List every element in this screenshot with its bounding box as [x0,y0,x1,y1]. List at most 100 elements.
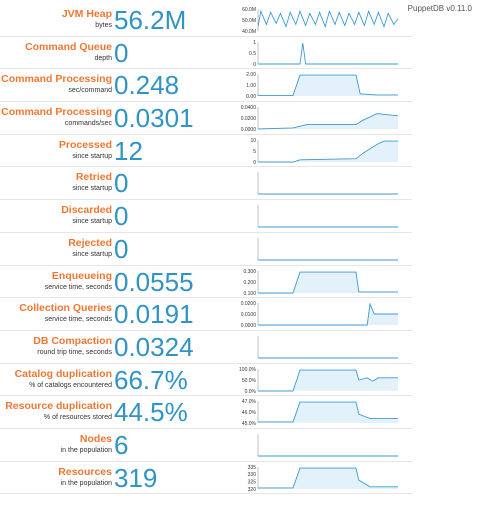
sparkline-tick-label: 0.300 [243,268,256,274]
metric-subtitle: round trip time, seconds [37,348,112,356]
sparkline-tick-label: 45.0% [242,421,257,426]
metric-value: 44.5% [114,397,188,428]
sparkline-tick-label: 0.200 [243,279,256,285]
sparkline: 100.0% 50.0% 0.0% [224,366,400,394]
metric-label: Discarded since startup [0,204,112,226]
metric-row-enqueueing: Enqueueing service time, seconds 0.0555 0.3… [0,266,412,299]
metric-row-nodes: Nodes in the population 6 [0,429,412,462]
metric-label: Nodes in the population [0,433,112,455]
sparkline: 1 0.5 0 [224,39,400,67]
metric-label: Collection Queries service time, seconds [0,302,112,324]
sparkline-chart: 60.0M 50.0M 40.0M [242,7,399,34]
sparkline [224,235,400,263]
sparkline-area [258,402,398,424]
metric-subtitle: since startup [72,218,112,226]
sparkline-chart [257,237,398,261]
metric-label: Catalog duplication% of catalogs encount… [0,368,112,390]
sparkline-tick-label: 0.0000 [241,127,257,132]
sparkline-chart: 0.0200 0.0100 0.0000 [241,301,398,328]
sparkline-tick-label: 2.00 [246,72,256,78]
sparkline-area [258,467,398,489]
metric-label: JVM Heap bytes [0,8,112,30]
sparkline-line [257,113,399,130]
metric-row-resources: Resources in the population 319 335 330 325 32… [0,462,412,495]
metric-row-retried: Retried since startup 0 [0,167,412,201]
metric-label: Enqueueing service time, seconds [0,270,112,292]
sparkline-line [257,9,399,29]
sparkline-area [258,271,398,293]
sparkline-tick-label: 60.0M [242,7,256,13]
sparkline-tick-label: 0.0% [245,388,257,393]
metric-value: 0 [114,37,129,68]
sparkline-tick-label: 335 [248,464,257,470]
sparkline-tick-label: 0.0200 [241,301,257,307]
sparkline-tick-label: 50.0M [242,18,256,24]
metric-subtitle: depth [94,54,112,62]
metric-title: JVM Heap [61,8,112,20]
metric-subtitle: % of catalogs encountered [29,381,112,389]
sparkline-area [258,140,398,162]
metric-value: 6 [114,429,129,460]
sparkline-tick-label: 0.100 [243,290,256,295]
metric-subtitle: since startup [72,152,112,160]
sparkline: 47.0% 46.0% 45.0% [224,398,400,426]
sparkline-line [258,302,398,326]
sparkline [224,333,400,361]
sparkline-chart [257,205,398,228]
sparkline-tick-label: 46.0% [242,410,257,416]
metric-value: 0.0555 [114,266,194,297]
metric-value: 0 [114,233,129,264]
sparkline-chart: 10 5 0 [250,138,398,165]
metric-row-db-compaction: DB Compaction round trip time, seconds 0.0… [0,331,412,364]
sparkline: 335 330 325 320 [224,464,400,492]
sparkline-tick-label: 320 [248,486,257,491]
metric-subtitle: sec/command [68,87,112,95]
metric-label: Retried since startup [0,171,112,193]
metric-row-discarded: Discarded since startup 0 [0,200,412,233]
metric-label: Rejected since startup [0,237,112,259]
metric-value: 0.0324 [114,331,194,362]
metric-subtitle: in the population [60,479,112,487]
sparkline-tick-label: 0.0000 [241,323,257,328]
sparkline-tick-label: 0.00 [246,94,256,99]
sparkline-area [258,369,398,391]
version-label: PuppetDB v0.11.0 [407,4,472,13]
metric-title: Enqueueing [51,269,112,282]
metric-row-jvm-heap: JVM Heap bytes 56.2M 60.0M 50.0M 40.0M [0,4,412,37]
sparkline-tick-label: 0 [253,61,256,66]
metric-title: Command Processing [1,73,112,86]
metric-row-command-queue: Command Queue depth 0 1 0.5 0 [0,37,412,70]
sparkline-chart: 100.0% 50.0% 0.0% [239,366,398,394]
sparkline-tick-label: 0.5 [249,50,256,56]
metric-row-catalog-duplication: Catalog duplication% of catalogs encount… [0,364,412,397]
metric-title: Command Queue [25,40,112,53]
metric-label: Command Processing sec/command [0,73,112,95]
sparkline-chart [257,172,398,195]
metric-row-command-processing-rate: Command Processing commands/sec 0.0301 0.04… [0,102,412,135]
metric-subtitle: since startup [72,185,112,193]
sparkline [224,202,400,230]
metric-label: Processed since startup [0,139,112,161]
metric-title: Resource duplication [5,400,112,413]
sparkline-area [258,304,398,326]
metric-subtitle: in the population [60,446,112,454]
metric-title: Collection Queries [19,302,112,315]
sparkline-chart: 10.50 [249,39,398,67]
metric-label: Command Queue depth [0,41,112,63]
sparkline-tick-label: 330 [248,472,257,478]
sparkline-line [258,467,398,488]
sparkline-tick-label: 10 [250,138,256,144]
sparkline-tick-label: 1 [253,39,256,45]
sparkline [224,431,400,459]
sparkline-tick-label: 0.0200 [241,116,257,122]
sparkline: 60.0M 50.0M 40.0M [224,6,400,34]
metric-title: Nodes [79,432,112,445]
sparkline-area [258,113,398,130]
sparkline-chart: 0.0400 0.0200 0.0000 [241,105,399,132]
sparkline: 0.0200 0.0100 0.0000 [224,300,400,328]
sparkline-tick-label: 47.0% [242,399,257,405]
sparkline-line [258,271,398,293]
metric-row-command-processing-sec: Command Processing sec/command 0.248 2.00 1.… [0,69,412,103]
metric-value: 319 [114,462,158,493]
